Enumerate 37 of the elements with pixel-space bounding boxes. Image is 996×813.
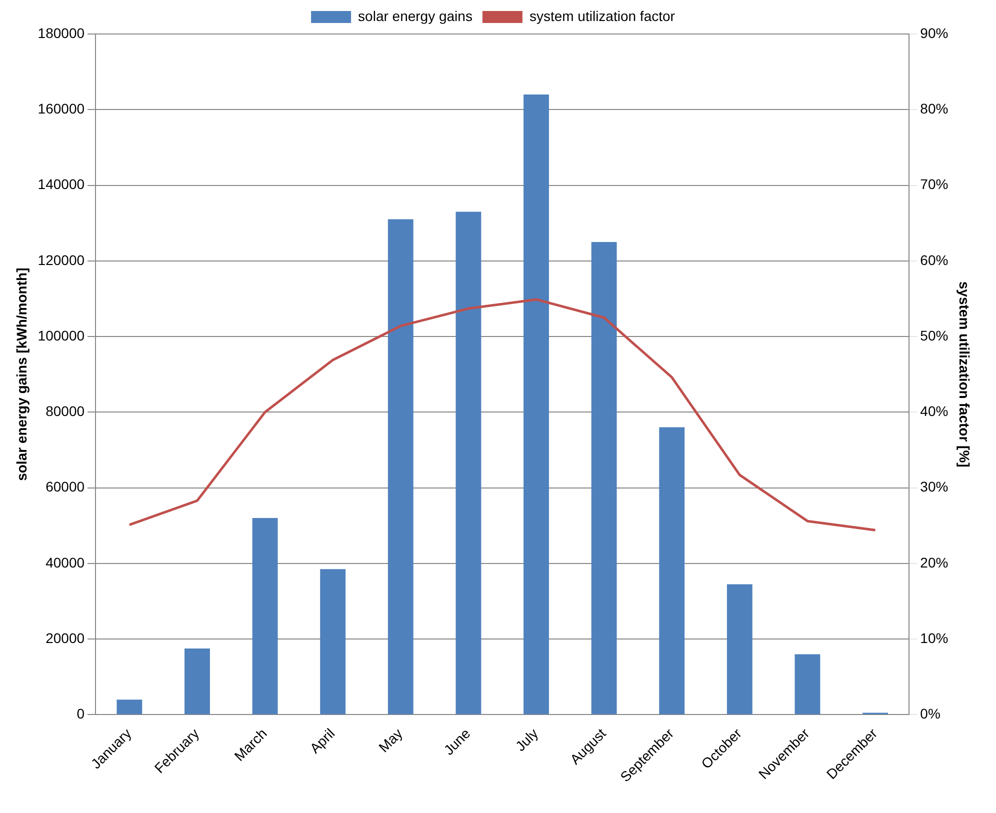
- bar: [591, 242, 617, 714]
- y-tick-label: 20000: [46, 630, 85, 646]
- y-tick-label: 140000: [38, 176, 85, 192]
- x-tick-label: May: [375, 725, 406, 756]
- y2-tick-label: 20%: [920, 554, 948, 570]
- legend-label: system utilization factor: [529, 8, 676, 24]
- y-tick-label: 160000: [38, 100, 85, 116]
- y-axis-title: solar energy gains [kWh/month]: [13, 268, 30, 481]
- y2-tick-label: 10%: [920, 630, 948, 646]
- bar: [726, 584, 752, 714]
- x-tick-label: July: [512, 725, 542, 754]
- y2-axis-title: system utilization factor [%]: [956, 281, 973, 468]
- y2-tick-label: 40%: [920, 403, 948, 420]
- y2-tick-label: 70%: [920, 176, 948, 192]
- bar: [524, 94, 549, 714]
- y2-tick-label: 60%: [920, 252, 948, 268]
- y2-tick-label: 50%: [920, 327, 948, 344]
- bar: [116, 700, 142, 714]
- legend-label: solar energy gains: [358, 8, 472, 24]
- y-tick-label: 180000: [38, 24, 85, 41]
- y-tick-label: 60000: [46, 478, 85, 495]
- bar: [456, 212, 482, 714]
- y2-tick-label: 30%: [920, 478, 948, 495]
- bar: [320, 569, 346, 714]
- y-tick-label: 0: [76, 706, 85, 722]
- bar: [388, 219, 414, 714]
- bar: [184, 648, 210, 714]
- bar: [659, 427, 685, 714]
- bar: [794, 654, 820, 714]
- y-tick-label: 120000: [38, 252, 85, 268]
- bar: [252, 518, 278, 714]
- y2-tick-label: 0%: [920, 706, 940, 722]
- y-tick-label: 80000: [46, 403, 85, 420]
- y-tick-label: 100000: [38, 327, 85, 344]
- y2-tick-label: 90%: [920, 24, 948, 41]
- y-tick-label: 40000: [46, 554, 85, 570]
- y2-tick-label: 80%: [920, 100, 948, 116]
